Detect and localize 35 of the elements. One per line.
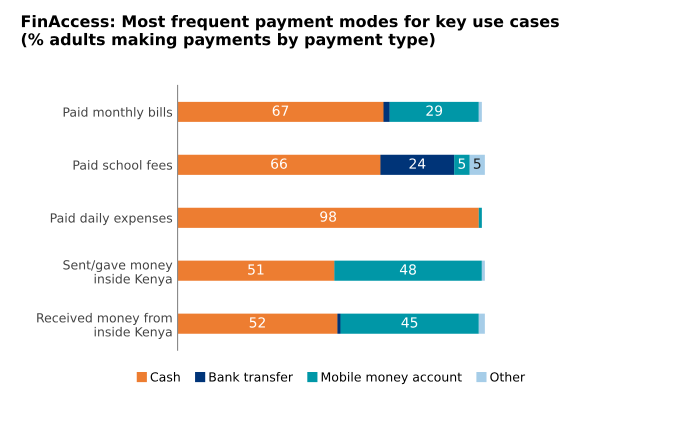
legend-label: Mobile money account — [322, 372, 462, 384]
data-label: 66 — [271, 158, 287, 169]
chart-title: FinAccess: Most frequent payment modes for key use cases (% adults making payments by payment type) — [22, 14, 559, 49]
legend-label: Cash — [150, 372, 180, 382]
data-label: 48 — [400, 264, 416, 275]
bar — [337, 314, 340, 334]
data-label: 51 — [248, 264, 264, 275]
bar — [384, 102, 390, 122]
bar — [178, 314, 338, 334]
bar — [390, 102, 479, 122]
y-tick-label: Sent/gave money inside Kenya — [63, 260, 172, 286]
y-tick-label: Paid daily expenses — [50, 213, 172, 226]
data-label: 52 — [250, 317, 265, 328]
data-label: 45 — [401, 317, 418, 328]
bar — [380, 154, 454, 175]
legend-label: Bank transfer — [209, 372, 293, 382]
legend-label: Other — [490, 372, 526, 382]
bar — [334, 260, 482, 281]
data-label: 24 — [409, 158, 426, 169]
data-label: 5 — [458, 158, 466, 169]
data-label: 29 — [426, 105, 442, 116]
data-label: 5 — [474, 158, 480, 169]
bar — [454, 154, 470, 175]
bar — [178, 102, 384, 122]
bar — [478, 102, 482, 122]
bar — [178, 208, 479, 228]
y-tick-label: Received money from inside Kenya — [37, 312, 172, 339]
bar — [340, 314, 479, 334]
bar — [478, 208, 482, 228]
bar — [178, 154, 380, 175]
bar — [178, 260, 334, 281]
data-label: 67 — [272, 105, 288, 116]
y-tick-label: Paid monthly bills — [64, 107, 172, 120]
y-tick-label: Paid school fees — [74, 160, 172, 170]
data-label: 98 — [320, 211, 336, 222]
